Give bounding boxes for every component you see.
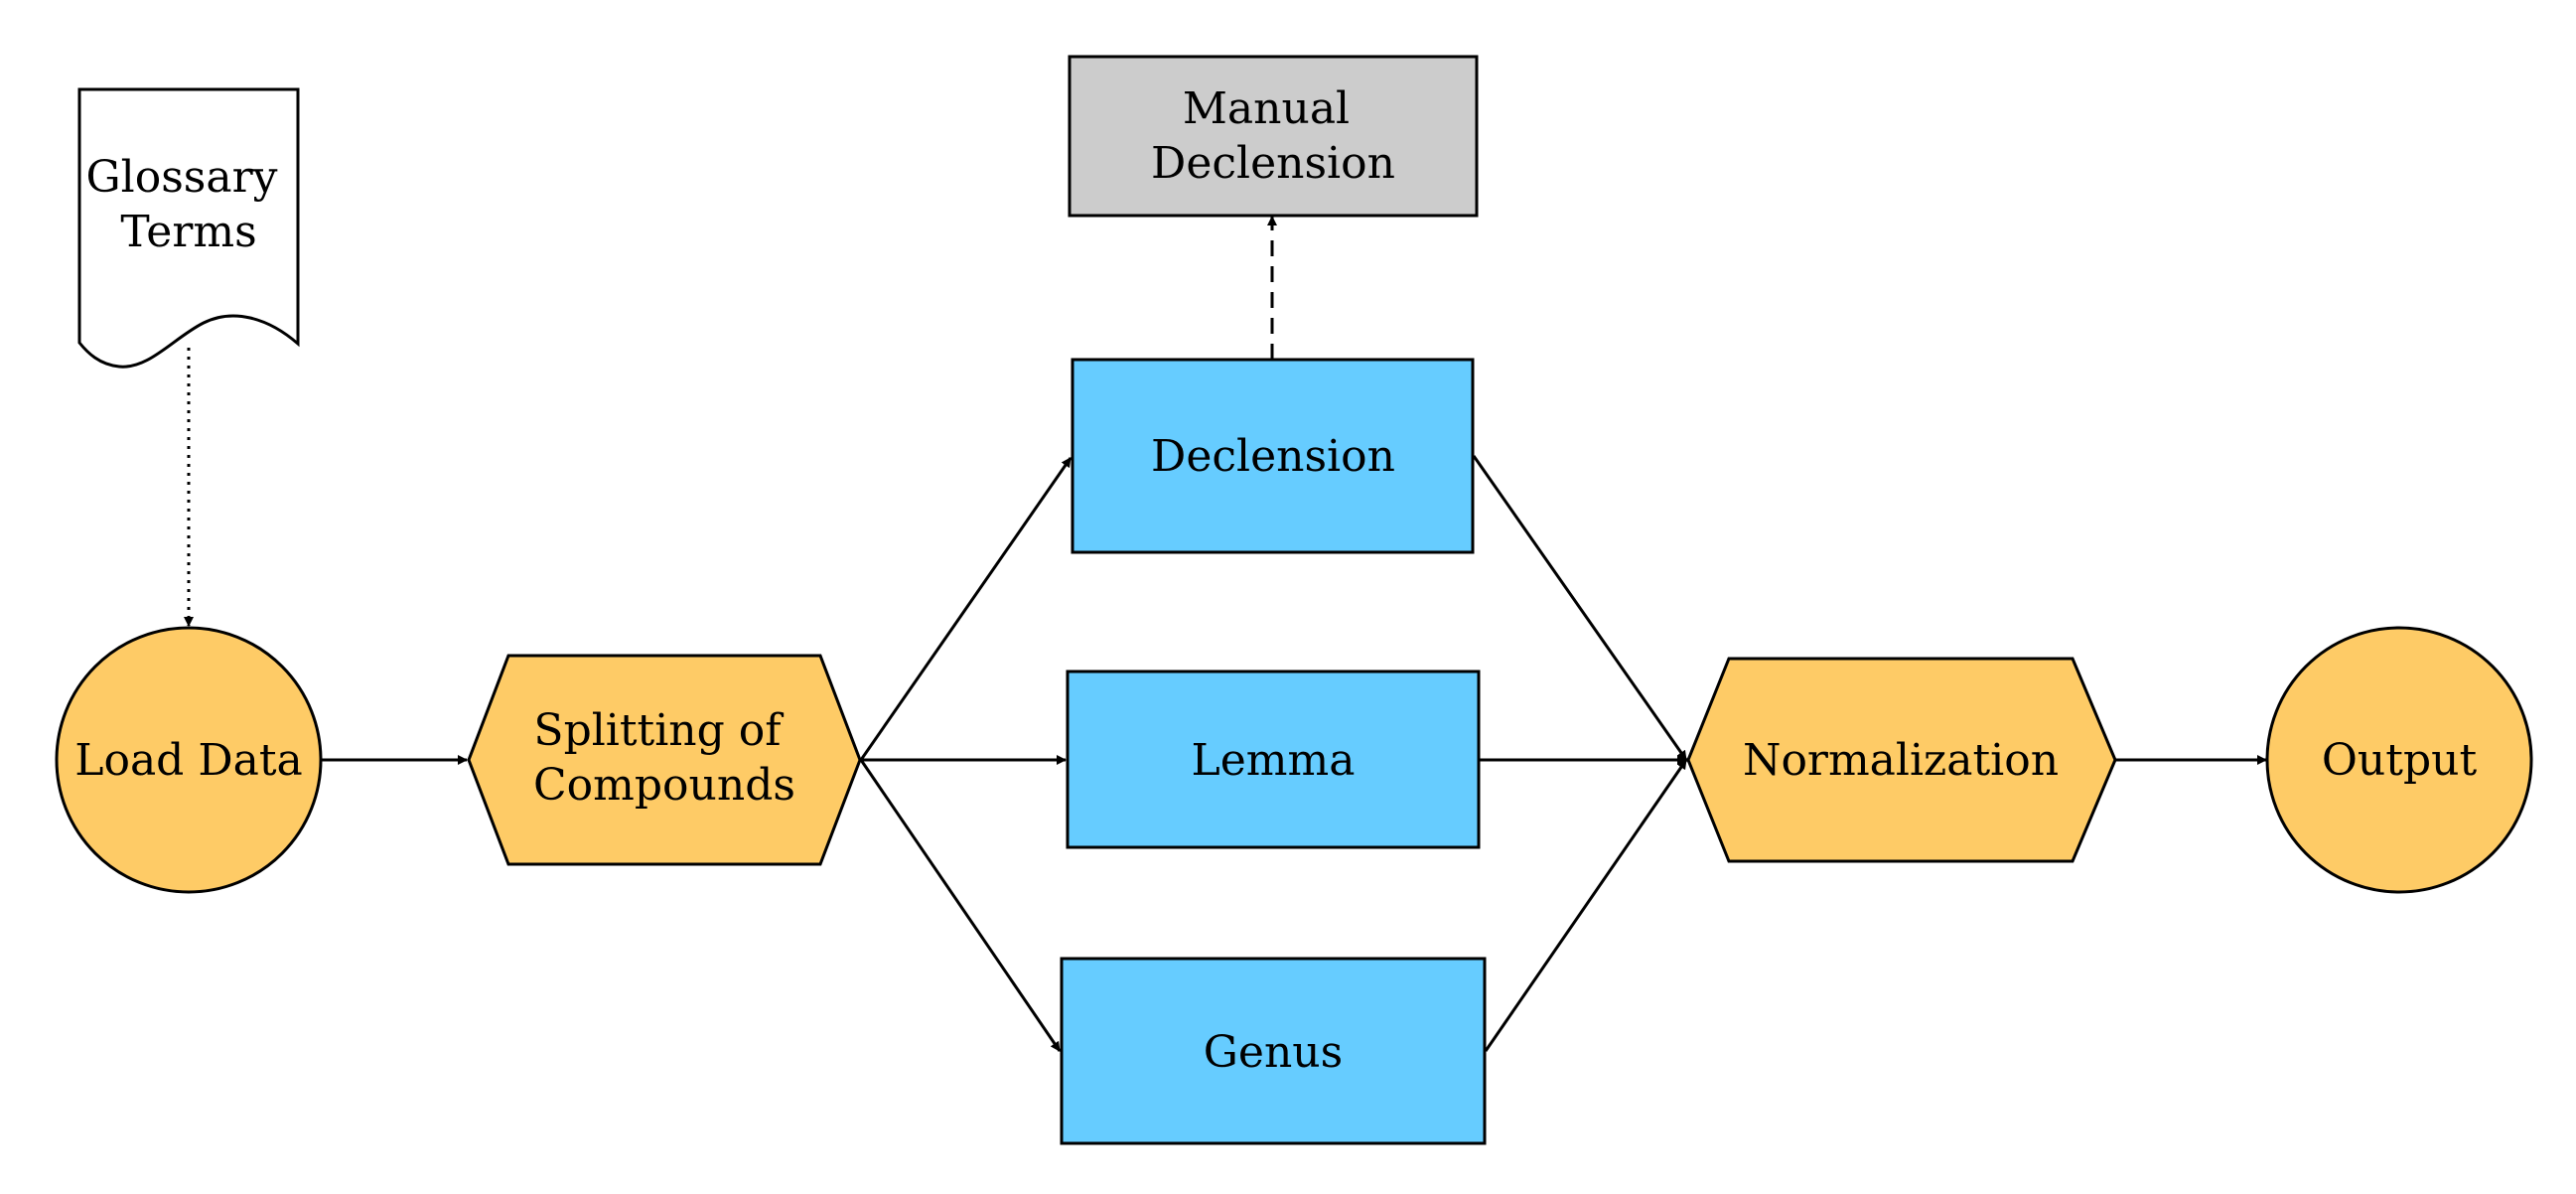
edge-splitting-to-genus [859, 759, 1062, 1052]
document-shape [77, 87, 300, 369]
manual-declension-box [1068, 55, 1479, 218]
normalization-label: Normalization [1743, 735, 2059, 786]
manual-declension-label-line-1: Manual [1183, 83, 1350, 134]
manual-declension-node: Manual Declension [1068, 55, 1479, 218]
glossary-label-line-1: Glossary [86, 152, 278, 203]
edges-layer [184, 216, 2267, 1052]
genus-label: Genus [1204, 1027, 1343, 1078]
declension-node: Declension [1071, 358, 1475, 554]
lemma-box [1066, 670, 1481, 849]
normalization-node: Normalization [1686, 657, 2117, 863]
svg-text:Splitting of Compounds: Splitting of Compounds [533, 705, 795, 811]
splitting-hexagon [467, 654, 862, 866]
splitting-node: Splitting of Compounds [467, 654, 862, 866]
glossary-terms-node: Glossary Terms [77, 87, 300, 369]
lemma-label: Lemma [1192, 735, 1356, 786]
load-data-circle [55, 626, 323, 894]
declension-label: Declension [1151, 431, 1395, 482]
manual-declension-label-line-2: Declension [1151, 138, 1395, 189]
output-circle [2265, 626, 2533, 894]
load-data-node: Load Data [55, 626, 323, 894]
genus-node: Genus [1060, 957, 1487, 1145]
edge-splitting-to-declension [859, 457, 1073, 761]
glossary-label-line-2: Terms [120, 207, 256, 257]
normalization-hexagon [1686, 657, 2117, 863]
output-label: Output [2322, 735, 2478, 786]
splitting-label-line-1: Splitting of [533, 705, 784, 756]
edge-declension-to-normalization [1472, 455, 1688, 761]
load-data-label: Load Data [74, 735, 303, 786]
splitting-label-line-2: Compounds [533, 760, 795, 811]
svg-text:Glossary Terms: Glossary Terms [86, 152, 292, 257]
output-node: Output [2265, 626, 2533, 894]
lemma-node: Lemma [1066, 670, 1481, 849]
declension-box [1071, 358, 1475, 554]
svg-text:Manual Declension: Manual Declension [1151, 83, 1395, 189]
genus-box [1060, 957, 1487, 1145]
edge-genus-to-normalization [1484, 759, 1688, 1052]
